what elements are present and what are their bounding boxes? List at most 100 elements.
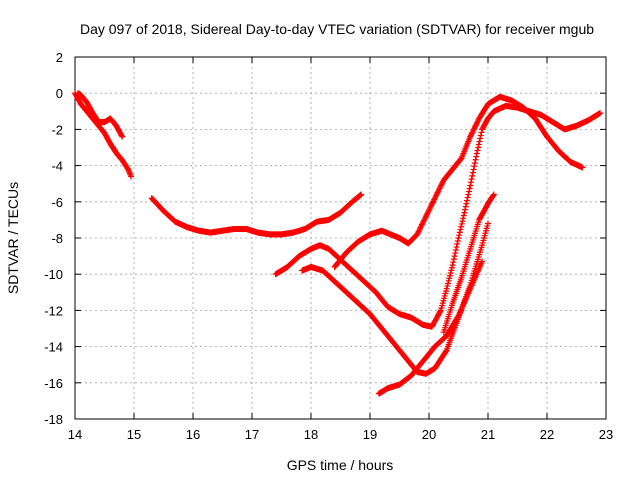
x-tick-label: 22 [540,427,554,442]
data-point [414,229,421,236]
y-tick-label: -10 [44,267,63,282]
data-point [444,283,451,290]
data-point [358,191,365,198]
data-point [434,189,441,196]
data-point [417,224,424,231]
data-point [466,185,473,192]
data-point [473,121,480,128]
data-point [467,182,474,189]
data-point [465,191,472,198]
data-point [474,119,481,126]
y-axis-label: SDTVAR / TECUs [5,182,21,294]
data-point [420,218,427,225]
data-point [470,126,477,133]
data-point [454,314,461,321]
data-point [416,225,423,232]
data-point [452,247,459,254]
x-tick-label: 14 [68,427,82,442]
data-point [474,147,481,154]
series-track-e [299,220,491,377]
data-point [467,133,474,140]
data-point [470,166,477,173]
data-point [465,188,472,195]
data-point [443,348,450,355]
x-tick-label: 19 [363,427,377,442]
data-point [419,220,426,227]
data-point [490,191,497,198]
data-point [467,132,474,139]
data-point [421,216,428,223]
y-tick-label: -12 [44,303,63,318]
data-point [457,226,464,233]
data-point [436,185,443,192]
data-point [469,172,476,179]
data-point [469,169,476,176]
data-point [446,272,453,279]
x-tick-label: 15 [127,427,141,442]
data-point [443,285,450,292]
y-tick-label: -2 [51,122,63,137]
data-point [490,192,497,199]
data-point [456,232,463,239]
data-point [118,132,125,139]
grid-layer [75,57,606,419]
data-point [435,186,442,193]
data-point [450,256,457,263]
data-point [426,206,433,213]
data-point [477,135,484,142]
data-point [424,210,431,217]
data-point [425,209,432,216]
data-point [452,250,459,257]
data-point [471,159,478,166]
data-point [415,228,422,235]
x-tick-label: 18 [304,427,318,442]
data-point [462,203,469,210]
data-point [422,214,429,221]
data-point [421,217,428,224]
data-point [450,259,457,266]
series-track-c [148,191,365,238]
data-point [431,196,438,203]
data-point [459,218,466,225]
data-point [456,229,463,236]
data-point [485,220,491,227]
data-point [579,164,586,171]
data-point [467,179,474,186]
data-point [445,277,452,284]
series-layer [72,90,604,397]
data-point [119,133,126,140]
data-point [455,235,462,241]
data-point [425,207,432,214]
data-point [449,262,456,269]
data-point [433,191,440,198]
data-point [464,197,471,204]
y-tick-label: 2 [56,50,63,65]
data-point [469,129,476,136]
series-track-a [74,90,126,140]
y-tick-label: -16 [44,376,63,391]
data-point [597,110,604,117]
data-point [463,200,470,207]
series-track-h [440,191,497,336]
y-tick-label: -18 [44,412,63,427]
series-track-d [272,102,604,330]
data-point [472,123,479,130]
data-point [439,179,446,186]
data-point [471,163,478,170]
data-point [430,197,437,204]
data-point [461,209,468,216]
data-point [460,212,467,219]
data-point [471,125,478,132]
series-track-f [331,93,586,270]
data-point [472,122,479,129]
data-point [451,253,458,260]
data-point [438,181,445,188]
data-point [414,231,421,238]
x-tick-label: 17 [245,427,259,442]
y-tick-label: -14 [44,340,63,355]
data-point [454,241,461,248]
series-track-b [72,90,135,180]
data-point [475,144,482,151]
